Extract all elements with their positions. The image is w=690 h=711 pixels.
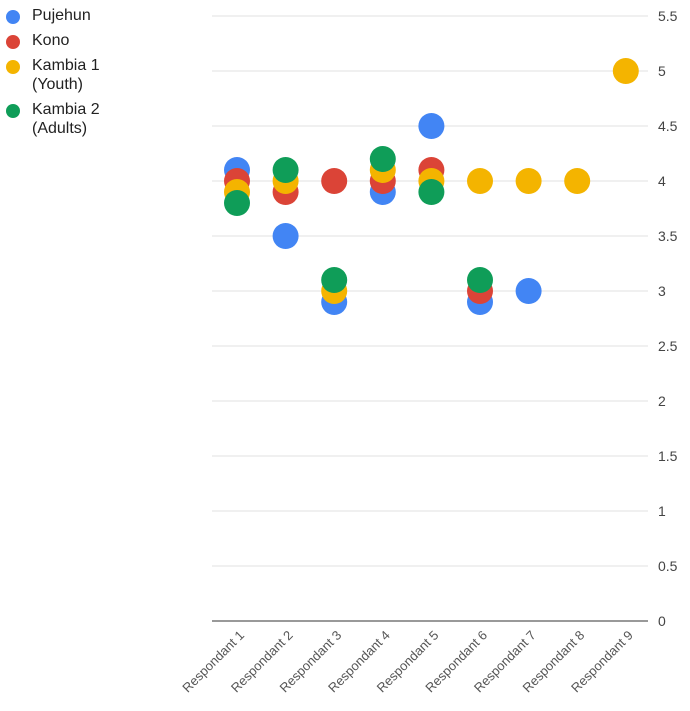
legend-marker-pujehun — [6, 10, 20, 24]
y-tick-label: 2.5 — [658, 338, 678, 354]
gridlines — [212, 15, 648, 622]
legend-marker-kambia-1 — [6, 60, 20, 74]
data-point[interactable] — [272, 223, 299, 249]
chart-legend: Pujehun Kono Kambia 1 (Youth) Kambia 2 (… — [6, 6, 156, 144]
data-point[interactable] — [321, 168, 348, 194]
y-tick-label: 0 — [658, 613, 666, 629]
legend-item-pujehun[interactable]: Pujehun — [6, 6, 156, 25]
data-point[interactable] — [224, 190, 250, 216]
data-point[interactable] — [515, 168, 542, 194]
legend-item-kambia-2[interactable]: Kambia 2 (Adults) — [6, 100, 156, 138]
y-tick-label: 1.5 — [658, 448, 678, 464]
data-point[interactable] — [272, 157, 299, 183]
y-tick-label: 4 — [658, 173, 666, 189]
y-axis-tick-labels: 0 0.5 1 1.5 2 2.5 3 3.5 4 4.5 5 5.5 — [658, 8, 678, 629]
data-point[interactable] — [321, 267, 348, 293]
data-point[interactable] — [612, 58, 639, 84]
y-tick-label: 3.5 — [658, 228, 678, 244]
legend-item-kambia-1[interactable]: Kambia 1 (Youth) — [6, 56, 156, 94]
data-point[interactable] — [467, 168, 493, 194]
y-tick-label: 3 — [658, 283, 666, 299]
data-points — [224, 58, 639, 315]
legend-label-kono: Kono — [32, 32, 70, 49]
y-tick-label: 1 — [658, 503, 666, 519]
y-tick-label: 5 — [658, 63, 666, 79]
y-tick-label: 0.5 — [658, 558, 678, 574]
y-tick-label: 4.5 — [658, 118, 678, 134]
data-point[interactable] — [467, 267, 493, 293]
legend-label-kambia-1: Kambia 1 (Youth) — [32, 57, 100, 93]
data-point[interactable] — [418, 113, 445, 139]
legend-marker-kono — [6, 35, 20, 49]
legend-label-kambia-2: Kambia 2 (Adults) — [32, 101, 100, 137]
data-point[interactable] — [515, 278, 542, 304]
data-point[interactable] — [418, 179, 445, 205]
data-point[interactable] — [369, 146, 396, 172]
legend-item-kono[interactable]: Kono — [6, 31, 156, 50]
y-tick-label: 2 — [658, 393, 666, 409]
legend-marker-kambia-2 — [6, 104, 20, 118]
data-point[interactable] — [564, 168, 591, 194]
y-tick-label: 5.5 — [658, 8, 678, 24]
legend-label-pujehun: Pujehun — [32, 7, 91, 24]
